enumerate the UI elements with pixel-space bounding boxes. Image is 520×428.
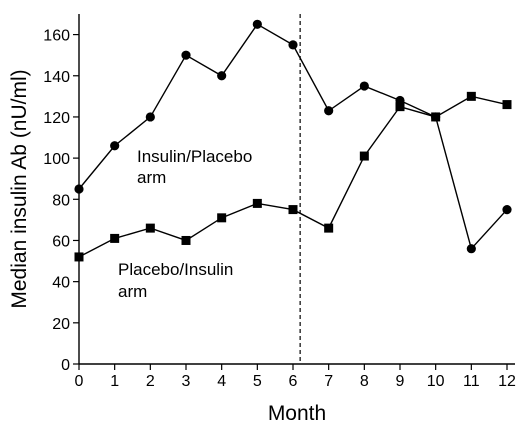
annotation-placebo-insulin-line1: Placebo/Insulin bbox=[118, 260, 233, 279]
y-tick-label: 120 bbox=[43, 110, 70, 127]
data-point-circle bbox=[74, 184, 84, 194]
x-tick-label: 1 bbox=[110, 373, 119, 390]
data-point-square bbox=[502, 100, 512, 110]
x-tick-label: 7 bbox=[324, 373, 333, 390]
x-tick-label: 6 bbox=[289, 373, 298, 390]
x-tick-label: 11 bbox=[463, 373, 480, 390]
y-tick-label: 40 bbox=[52, 275, 70, 292]
x-tick-label: 2 bbox=[146, 373, 155, 390]
series-layer bbox=[74, 19, 512, 262]
data-point-circle bbox=[110, 141, 120, 151]
data-point-circle bbox=[217, 71, 227, 81]
data-point-circle bbox=[181, 50, 191, 60]
data-point-square bbox=[288, 205, 298, 215]
y-tick-label: 100 bbox=[43, 151, 70, 168]
data-point-circle bbox=[324, 106, 334, 116]
y-tick-label: 160 bbox=[43, 28, 70, 45]
data-point-circle bbox=[502, 204, 512, 215]
x-tick-label: 12 bbox=[498, 373, 516, 390]
data-point-square bbox=[145, 223, 155, 233]
y-tick-label: 0 bbox=[61, 357, 70, 374]
data-point-circle bbox=[252, 19, 262, 29]
data-point-square bbox=[252, 198, 262, 208]
annotation-placebo-insulin-line2: arm bbox=[118, 282, 147, 301]
x-tick-label: 10 bbox=[427, 373, 445, 390]
x-tick-label: 0 bbox=[75, 373, 84, 390]
data-point-circle bbox=[145, 112, 155, 122]
x-axis-ticks: 0 1 2 3 4 5 6 7 8 9 10 11 12 bbox=[75, 364, 516, 390]
data-point-square bbox=[74, 252, 84, 262]
data-point-square bbox=[431, 112, 441, 122]
x-tick-label: 3 bbox=[182, 373, 191, 390]
data-point-circle bbox=[359, 81, 369, 91]
annotation-insulin-placebo-line1: Insulin/Placebo bbox=[137, 147, 252, 166]
data-point-square bbox=[181, 235, 191, 245]
data-point-square bbox=[359, 151, 369, 161]
data-point-circle bbox=[466, 244, 476, 254]
y-tick-label: 140 bbox=[43, 69, 70, 86]
annotation-insulin-placebo-line2: arm bbox=[137, 168, 166, 187]
y-axis-title: Median insulin Ab (nU/ml) bbox=[8, 69, 31, 308]
data-point-square bbox=[110, 233, 120, 243]
y-tick-label: 80 bbox=[52, 192, 70, 209]
x-tick-label: 9 bbox=[396, 373, 405, 390]
data-point-square bbox=[324, 223, 334, 233]
series-insulin-placebo bbox=[74, 19, 512, 254]
data-point-square bbox=[217, 213, 227, 223]
data-point-square bbox=[466, 91, 476, 101]
x-tick-label: 8 bbox=[360, 373, 369, 390]
y-tick-label: 20 bbox=[52, 316, 70, 333]
x-tick-label: 5 bbox=[253, 373, 262, 390]
series-placebo-insulin bbox=[74, 91, 512, 262]
x-tick-label: 4 bbox=[217, 373, 226, 390]
data-point-square bbox=[395, 102, 405, 112]
series-line bbox=[78, 23, 508, 251]
x-axis-title: Month bbox=[268, 402, 326, 425]
data-point-circle bbox=[288, 40, 298, 50]
y-axis-ticks: 0 20 40 60 80 100 120 140 160 bbox=[43, 28, 79, 374]
y-tick-label: 60 bbox=[52, 233, 70, 250]
